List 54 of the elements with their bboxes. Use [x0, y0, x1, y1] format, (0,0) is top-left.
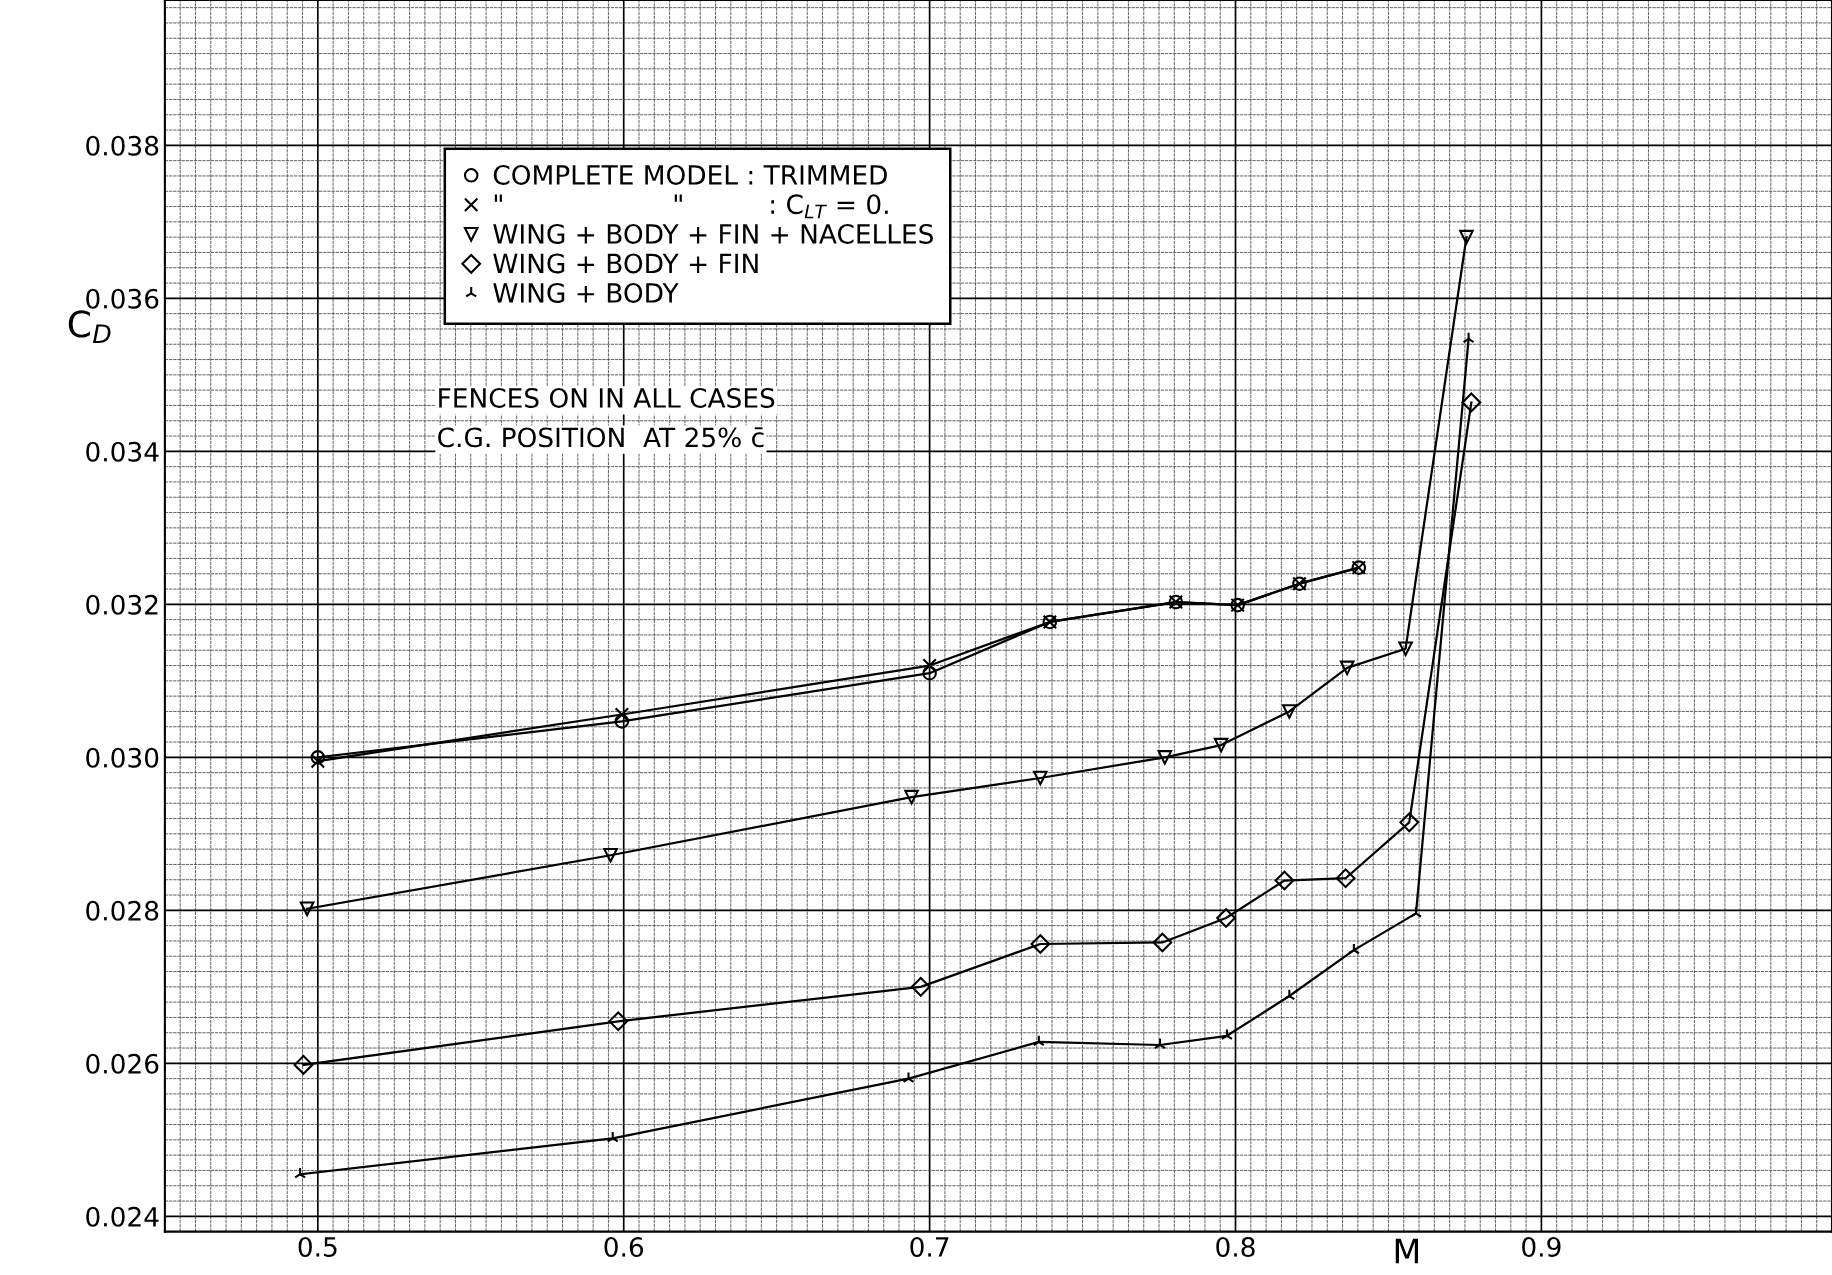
point — [1220, 1028, 1233, 1040]
point — [922, 658, 937, 673]
x-tick-label: 0.7 — [910, 1236, 949, 1257]
point — [614, 714, 630, 729]
point — [1461, 392, 1482, 413]
y-tick-label: 0.032 — [86, 594, 158, 615]
y-tick-label: 0.026 — [86, 1053, 159, 1074]
point — [1339, 660, 1355, 676]
annotation: FENCES ON IN ALL CASES — [439, 387, 775, 408]
x-tick-label: 0.6 — [604, 1236, 644, 1257]
legend-label: WING + BODY + FIN — [493, 253, 758, 274]
point — [1335, 868, 1356, 889]
point — [1033, 770, 1048, 786]
y-tick-label: 0.028 — [86, 900, 159, 921]
point — [904, 789, 919, 805]
point — [603, 847, 618, 863]
point — [310, 753, 326, 769]
y-tick-label: 0.036 — [86, 288, 159, 309]
point — [1030, 934, 1051, 954]
point — [1282, 704, 1297, 719]
point — [1213, 737, 1229, 753]
point — [910, 976, 931, 997]
point — [310, 750, 326, 765]
point — [293, 1055, 314, 1075]
point — [299, 901, 315, 917]
point — [1152, 932, 1173, 953]
point — [922, 665, 937, 681]
legend-label: " " : C$_{LT}$ = 0. — [494, 194, 888, 219]
y-axis-title: C$_{D}$ — [68, 310, 111, 343]
annotation: C.G. POSITION AT 25% c̄ — [438, 427, 764, 448]
y-tick-label: 0.034 — [86, 441, 159, 462]
point — [1399, 812, 1420, 833]
point — [1153, 1037, 1166, 1050]
y-tick-label: 0.030 — [86, 747, 159, 768]
point — [1398, 641, 1413, 657]
point — [902, 1071, 915, 1083]
x-axis-title: M — [1395, 1238, 1419, 1264]
point — [606, 1131, 619, 1143]
point — [1274, 870, 1295, 891]
point — [1216, 908, 1236, 928]
point — [608, 1011, 629, 1032]
point — [1032, 1034, 1045, 1047]
x-tick-label: 0.5 — [298, 1236, 337, 1257]
point — [1157, 750, 1173, 765]
point — [1283, 988, 1296, 1001]
y-tick-label: 0.038 — [86, 135, 159, 156]
point — [1409, 906, 1423, 918]
legend-label: WING + BODY — [493, 282, 679, 303]
x-tick-label: 0.9 — [1522, 1236, 1561, 1257]
x-tick-label: 0.8 — [1216, 1236, 1255, 1257]
y-tick-label: 0.024 — [86, 1206, 159, 1227]
legend-label: WING + BODY + FIN + NACELLES — [493, 223, 933, 244]
point — [1459, 229, 1474, 245]
legend-label: COMPLETE MODEL : TRIMMED — [493, 164, 887, 185]
